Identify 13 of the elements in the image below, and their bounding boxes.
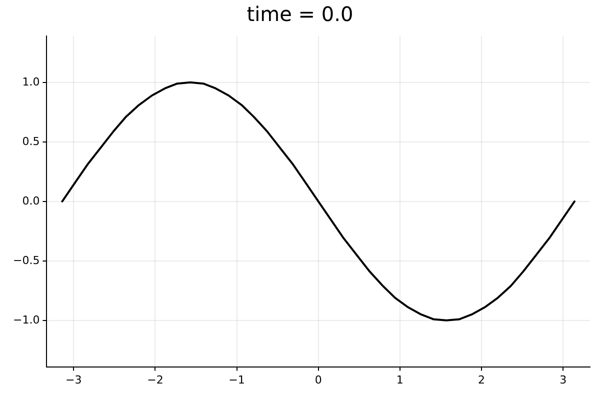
x-tick-label: 1 [396, 373, 404, 386]
y-tick-label: −1.0 [12, 313, 40, 326]
x-tick-label: −3 [66, 373, 82, 386]
x-tick-label: 3 [560, 373, 567, 386]
y-tick-label: −0.5 [12, 254, 40, 267]
x-tick-label: −1 [228, 373, 245, 386]
x-tick-label: 0 [314, 373, 322, 386]
y-tick-label: 1.0 [22, 75, 40, 88]
y-tick-label: 0.0 [22, 194, 40, 208]
x-tick-label: −2 [147, 373, 164, 386]
x-tick-label: 2 [478, 373, 486, 386]
y-tick-label: 0.5 [22, 134, 40, 148]
chart-title: time = 0.0 [246, 2, 354, 26]
